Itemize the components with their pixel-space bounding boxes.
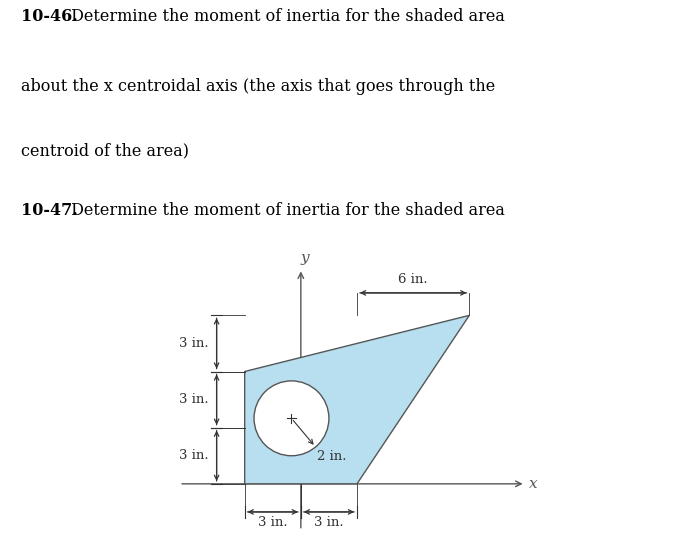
Text: 2 in.: 2 in. bbox=[317, 450, 347, 463]
Text: 3 in.: 3 in. bbox=[258, 516, 288, 529]
Text: 10-46.: 10-46. bbox=[21, 8, 78, 25]
Text: Determine the moment of inertia for the shaded area: Determine the moment of inertia for the … bbox=[66, 8, 505, 25]
Text: 10-47.: 10-47. bbox=[21, 202, 78, 219]
Text: 6 in.: 6 in. bbox=[398, 273, 428, 286]
Text: Determine the moment of inertia for the shaded area: Determine the moment of inertia for the … bbox=[66, 202, 505, 219]
Text: 3 in.: 3 in. bbox=[179, 337, 209, 350]
Text: about the x centroidal axis (the axis that goes through the: about the x centroidal axis (the axis th… bbox=[21, 78, 496, 94]
Text: 3 in.: 3 in. bbox=[314, 516, 344, 529]
Text: x: x bbox=[529, 477, 538, 491]
Circle shape bbox=[254, 381, 329, 456]
Text: centroid of the area): centroid of the area) bbox=[21, 143, 189, 159]
Text: 3 in.: 3 in. bbox=[179, 449, 209, 462]
Text: y: y bbox=[300, 251, 309, 265]
Text: 3 in.: 3 in. bbox=[179, 393, 209, 406]
Polygon shape bbox=[245, 315, 469, 484]
